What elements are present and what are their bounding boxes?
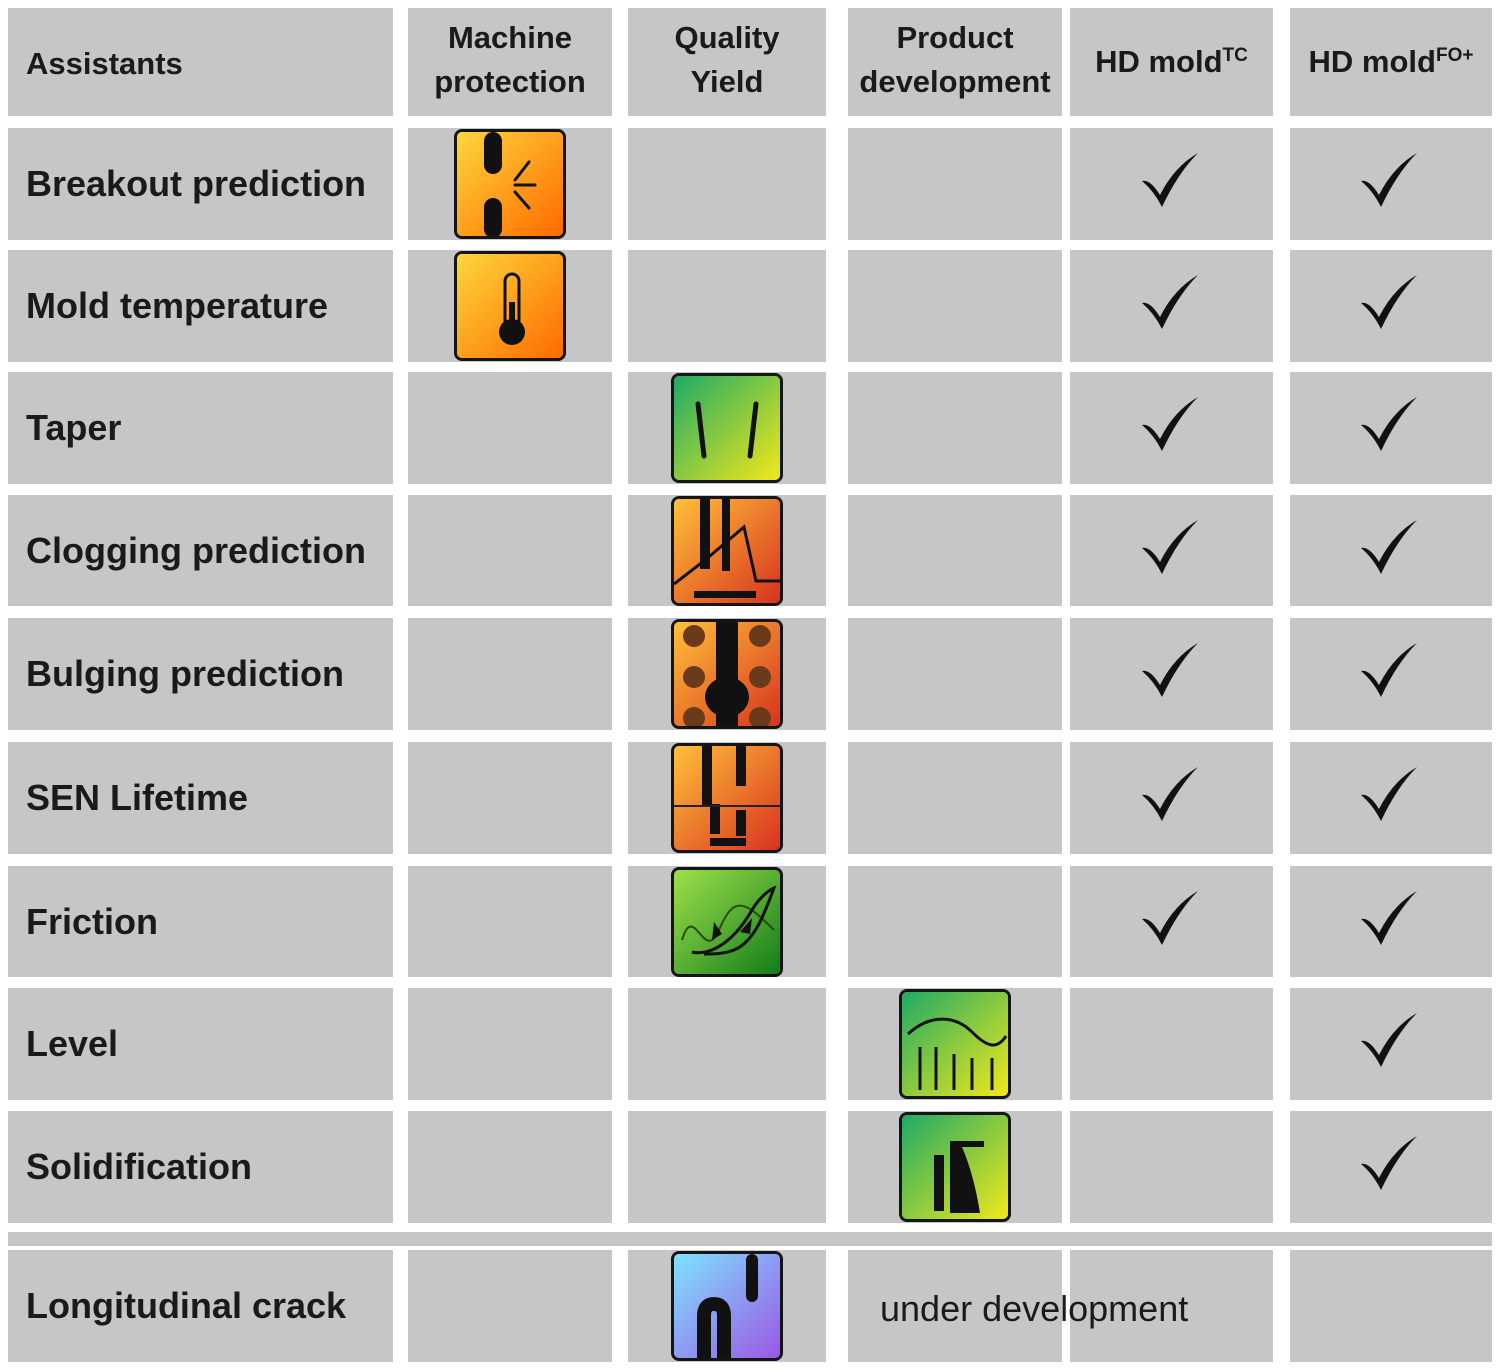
- under-development-note: under development: [880, 1288, 1189, 1329]
- row-3-cell-1: [408, 495, 612, 606]
- row-5-cell-0: [8, 742, 393, 854]
- row-8-cell-4: [1070, 1111, 1273, 1223]
- hd-mold-tc-check-icon: [1140, 765, 1200, 823]
- spacer-cell: [8, 1232, 1492, 1246]
- bulging-icon: [671, 619, 783, 729]
- machine-protection-header-line: Machine: [447, 20, 573, 55]
- row-7-cell-1: [408, 988, 612, 1100]
- row-7-cell-4: [1070, 988, 1273, 1100]
- row-0-cell-3: [848, 128, 1062, 240]
- hd-mold-tc-header: HD moldTC: [1067, 40, 1277, 84]
- row-8-cell-0: [8, 1111, 393, 1223]
- row-2-cell-3: [848, 372, 1062, 484]
- level-icon: [899, 989, 1011, 1099]
- row-6-cell-1: [408, 866, 612, 977]
- row-longitudinal-cell-1: [408, 1250, 612, 1362]
- row-label: Breakout prediction: [26, 163, 367, 204]
- row-label: Level: [26, 1023, 119, 1064]
- row-longitudinal-cell-0: [8, 1250, 393, 1362]
- hd-mold-fo-check-icon: [1359, 395, 1419, 453]
- hd-mold-tc-header-sup: TC: [1222, 45, 1248, 66]
- hd-mold-fo-check-icon: [1359, 889, 1419, 947]
- row-5-cell-3: [848, 742, 1062, 854]
- hd-mold-tc-check-icon: [1140, 273, 1200, 331]
- row-8-cell-1: [408, 1111, 612, 1223]
- hd-mold-fo-check-icon: [1359, 641, 1419, 699]
- thermometer-icon: [454, 251, 566, 361]
- product-development-header: Product development: [835, 16, 1075, 104]
- row-label: Taper: [26, 407, 122, 448]
- row-longitudinal-cell-4: [1070, 1250, 1273, 1362]
- hd-mold-fo-check-icon: [1359, 518, 1419, 576]
- row-5-cell-1: [408, 742, 612, 854]
- longitudinal-crack-icon: [671, 1251, 783, 1361]
- hd-mold-fo-check-icon: [1359, 273, 1419, 331]
- row-6-cell-0: [8, 866, 393, 977]
- row-label: Bulging prediction: [26, 653, 344, 694]
- header-cell-3: [848, 8, 1062, 116]
- row-1-cell-2: [628, 250, 826, 362]
- assistants-header: Assistants: [26, 46, 183, 81]
- hd-mold-fo-check-icon: [1359, 1134, 1419, 1192]
- hd-mold-fo-check-icon: [1359, 151, 1419, 209]
- taper-icon: [671, 373, 783, 483]
- hd-mold-fo-check-icon: [1359, 1011, 1419, 1069]
- product-development-header-line: development: [859, 64, 1051, 99]
- hd-mold-tc-header-base: HD mold: [1095, 44, 1223, 79]
- quality-yield-header-line: Quality: [674, 20, 780, 55]
- quality-yield-header: Quality Yield: [607, 16, 847, 104]
- row-longitudinal-cell-5: [1290, 1250, 1492, 1362]
- row-longitudinal-cell-3: [848, 1250, 1062, 1362]
- row-7-cell-0: [8, 988, 393, 1100]
- hd-mold-tc-check-icon: [1140, 518, 1200, 576]
- header-cell-0: [8, 8, 393, 116]
- row-1-cell-0: [8, 250, 393, 362]
- row-label: Friction: [26, 900, 158, 942]
- friction-icon: [671, 866, 783, 977]
- row-label: SEN Lifetime: [26, 777, 249, 818]
- sen-lifetime-icon: [671, 743, 783, 853]
- row-3-cell-3: [848, 495, 1062, 606]
- row-label: Clogging prediction: [26, 529, 366, 571]
- row-0-cell-2: [628, 128, 826, 240]
- row-0-cell-0: [8, 128, 393, 240]
- row-8-cell-2: [628, 1111, 826, 1223]
- hd-mold-tc-check-icon: [1140, 889, 1200, 947]
- row-6-cell-3: [848, 866, 1062, 977]
- row-4-cell-1: [408, 618, 612, 730]
- row-7-cell-2: [628, 988, 826, 1100]
- breakout-icon: [454, 129, 566, 239]
- machine-protection-header: Machine protection: [390, 16, 630, 104]
- hd-mold-fo-check-icon: [1359, 765, 1419, 823]
- machine-protection-header-line: protection: [434, 64, 586, 99]
- row-1-cell-3: [848, 250, 1062, 362]
- hd-mold-fo-header-sup: FO+: [1435, 45, 1474, 66]
- hd-mold-tc-check-icon: [1140, 151, 1200, 209]
- header-cell-2: [628, 8, 826, 116]
- header-cell-1: [408, 8, 612, 116]
- product-development-header-line: Product: [896, 20, 1014, 55]
- row-3-cell-0: [8, 495, 393, 606]
- row-4-cell-0: [8, 618, 393, 730]
- header-cell-4: [1070, 8, 1273, 116]
- hd-mold-fo-header: HD moldFO+: [1286, 40, 1496, 84]
- clogging-icon: [671, 495, 783, 606]
- row-label: Mold temperature: [26, 285, 329, 326]
- row-label: Longitudinal crack: [26, 1285, 347, 1326]
- header-cell-5: [1290, 8, 1492, 116]
- quality-yield-header-line: Yield: [690, 64, 764, 99]
- hd-mold-fo-header-base: HD mold: [1308, 44, 1436, 79]
- solidification-icon: [899, 1112, 1011, 1222]
- hd-mold-tc-check-icon: [1140, 641, 1200, 699]
- row-4-cell-3: [848, 618, 1062, 730]
- hd-mold-tc-check-icon: [1140, 395, 1200, 453]
- row-label: Solidification: [26, 1146, 253, 1187]
- row-2-cell-1: [408, 372, 612, 484]
- row-2-cell-0: [8, 372, 393, 484]
